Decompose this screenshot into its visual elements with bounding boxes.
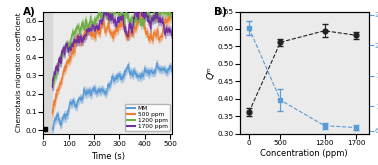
Text: B): B) (214, 7, 226, 17)
Bar (43, 12, 52, 134)
Y-axis label: Chemotaxis migration coefficient: Chemotaxis migration coefficient (16, 13, 22, 132)
X-axis label: Concentration (ppm): Concentration (ppm) (260, 149, 348, 158)
X-axis label: Time (s): Time (s) (91, 152, 125, 161)
Legend: MM, 500 ppm, 1200 ppm, 1700 ppm: MM, 500 ppm, 1200 ppm, 1700 ppm (125, 104, 170, 131)
Y-axis label: Qᵐ: Qᵐ (207, 66, 216, 79)
Text: A): A) (23, 7, 36, 17)
